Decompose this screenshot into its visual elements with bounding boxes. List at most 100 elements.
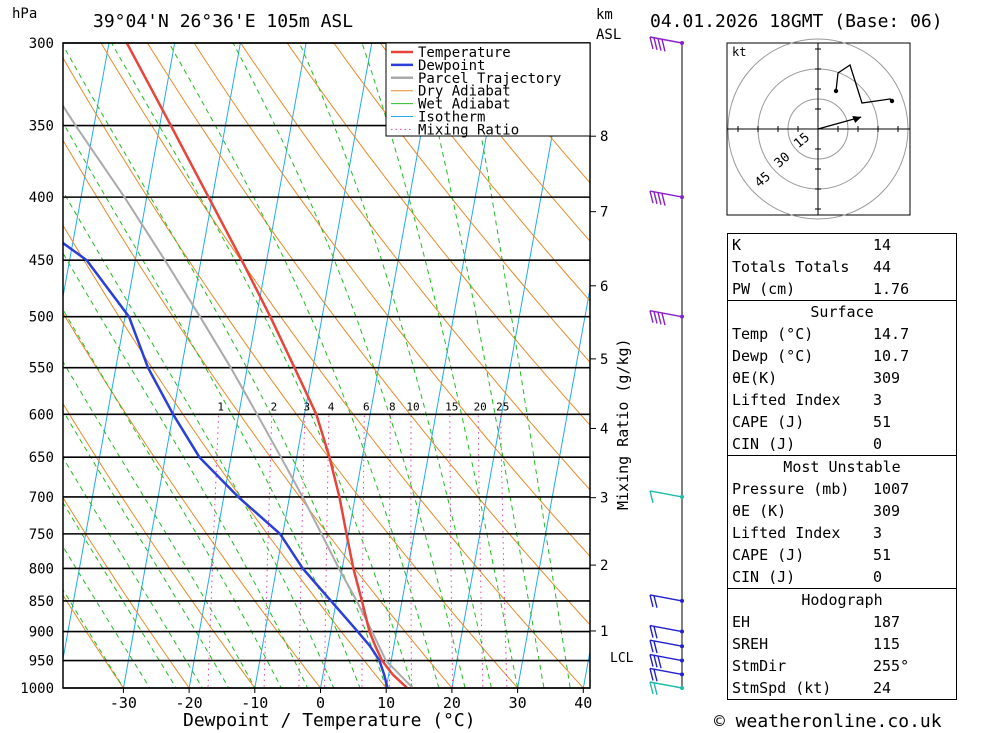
wind-barb-staff bbox=[649, 667, 683, 676]
mixing-ratio-line bbox=[449, 414, 454, 688]
wind-barb-flag bbox=[653, 682, 658, 695]
isotherm-line bbox=[517, 286, 590, 688]
wind-barb bbox=[649, 653, 684, 669]
mixing-ratio-value: 10 bbox=[406, 400, 419, 413]
legend-label: Dewpoint bbox=[418, 58, 485, 74]
wind-barb-staff bbox=[649, 594, 683, 602]
wind-barb-flag bbox=[661, 39, 666, 52]
mixing-ratio-line bbox=[410, 414, 413, 688]
hodograph-start-dot bbox=[833, 88, 839, 94]
wind-barb-flag bbox=[649, 640, 654, 653]
wind-barb-flag bbox=[649, 310, 654, 323]
wet-adiabat-line bbox=[416, 43, 545, 688]
pressure-tick-label: 600 bbox=[29, 407, 54, 423]
km-axis: 8 7 6 5 4 3 2 1 bbox=[590, 129, 608, 640]
most-unstable-row: Lifted Index 3 bbox=[732, 524, 883, 542]
wind-barb-flag bbox=[653, 655, 658, 668]
temperature-tick-label: -20 bbox=[176, 694, 203, 712]
km-axis-title: km bbox=[596, 7, 613, 23]
surface-row: Lifted Index 3 bbox=[732, 391, 883, 409]
wind-barb-flag bbox=[649, 36, 654, 50]
isotherm-line bbox=[188, 43, 307, 688]
wet-adiabat-line bbox=[232, 43, 466, 688]
copyright: © weatheronline.co.uk bbox=[714, 711, 942, 732]
mixing-ratio-axis-title: Mixing Ratio (g/kg) bbox=[614, 338, 632, 510]
most-unstable-row: θE (K) 309 bbox=[732, 502, 901, 520]
index-row-totals: Totals Totals 44 bbox=[732, 258, 892, 276]
wind-barb-flag bbox=[657, 192, 662, 205]
legend-label: Temperature bbox=[418, 45, 511, 61]
dry-adiabat-line bbox=[63, 594, 125, 688]
wet-adiabat-line bbox=[63, 360, 256, 688]
wind-barb-flag bbox=[653, 311, 658, 324]
wet-adiabat-line bbox=[168, 43, 440, 688]
wind-barb-flag bbox=[657, 655, 662, 669]
wind-barb-flag bbox=[657, 38, 662, 51]
surface-section-title: Surface bbox=[728, 300, 956, 323]
temperature-tick-label: -10 bbox=[241, 694, 268, 712]
temperature-tick-label: 0 bbox=[316, 694, 325, 712]
pressure-tick-label: 650 bbox=[29, 450, 54, 466]
wind-barb-staff bbox=[649, 624, 683, 633]
dry-adiabat-line bbox=[472, 43, 590, 184]
wind-barb-staff bbox=[649, 639, 683, 647]
most-unstable-section-title: Most Unstable bbox=[728, 455, 956, 478]
km-tick-label: 7 bbox=[600, 205, 608, 221]
pressure-tick-label: 450 bbox=[29, 253, 54, 269]
wind-barb-flag bbox=[649, 668, 654, 681]
surface-row: θE(K) 309 bbox=[732, 369, 901, 387]
x-axis-title: Dewpoint / Temperature (°C) bbox=[183, 710, 476, 731]
pressure-axis: 300 350 400 450 500 550 600 650 700 750 800 850 900 9… bbox=[20, 36, 54, 697]
mixing-ratio-value: 3 bbox=[303, 400, 310, 413]
wind-barb-flag bbox=[649, 490, 654, 504]
hodograph-unit: kt bbox=[732, 45, 746, 59]
wind-barb-flag bbox=[649, 625, 654, 638]
hodograph-end-dot bbox=[889, 98, 895, 104]
mixing-ratio-value: 2 bbox=[271, 400, 278, 413]
mixing-ratio-line bbox=[207, 414, 220, 688]
temperature-tick-label: 20 bbox=[443, 694, 461, 712]
wind-barb-flag bbox=[653, 640, 658, 654]
mixing-ratio-line bbox=[477, 414, 484, 688]
legend-label: Dry Adiabat bbox=[418, 84, 511, 100]
wind-barb-staff bbox=[649, 681, 683, 689]
legend-box bbox=[385, 42, 591, 137]
surface-row: Temp (°C) 14.7 bbox=[732, 325, 910, 343]
km-tick-label: 4 bbox=[600, 421, 608, 437]
mixing-ratio-value: 20 bbox=[474, 400, 487, 413]
temperature-profile bbox=[125, 43, 411, 688]
legend-label: Mixing Ratio bbox=[418, 122, 519, 138]
wind-barb-staff bbox=[649, 490, 683, 498]
wind-barb-flag bbox=[649, 190, 654, 204]
mixing-ratio-line bbox=[324, 414, 330, 688]
pressure-tick-label: 300 bbox=[29, 36, 54, 52]
index-row-pw: PW (cm) 1.76 bbox=[732, 280, 910, 298]
wind-barb-flag bbox=[653, 595, 658, 608]
wind-barb bbox=[649, 624, 684, 639]
surface-row: CAPE (J) 51 bbox=[732, 413, 892, 431]
wet-adiabat-line bbox=[63, 545, 151, 688]
wind-barb-flag bbox=[653, 37, 658, 50]
legend-label: Parcel Trajectory bbox=[418, 71, 561, 87]
pressure-tick-label: 500 bbox=[29, 310, 54, 326]
wind-barb bbox=[649, 667, 684, 682]
wet-adiabat-line bbox=[63, 501, 177, 688]
isotherm-line bbox=[122, 43, 241, 688]
pressure-tick-label: 950 bbox=[29, 654, 54, 670]
wind-barb-flag bbox=[653, 191, 658, 205]
wet-adiabat-line bbox=[63, 588, 125, 688]
pressure-tick-label: 1000 bbox=[20, 681, 54, 697]
temperature-tick-label: 40 bbox=[574, 694, 592, 712]
index-row-k: K 14 bbox=[732, 236, 892, 254]
wind-barb-flag bbox=[661, 312, 666, 326]
mixing-ratio-value: 4 bbox=[328, 400, 335, 413]
wind-barb-flag bbox=[657, 312, 662, 325]
hodograph-row: EH 187 bbox=[732, 613, 901, 631]
lcl-label: LCL bbox=[610, 651, 634, 666]
dewpoint-profile bbox=[63, 241, 390, 688]
temperature-axis: -30 -20 -10 0 10 20 30 40 bbox=[110, 688, 592, 712]
wind-barb bbox=[649, 639, 684, 654]
